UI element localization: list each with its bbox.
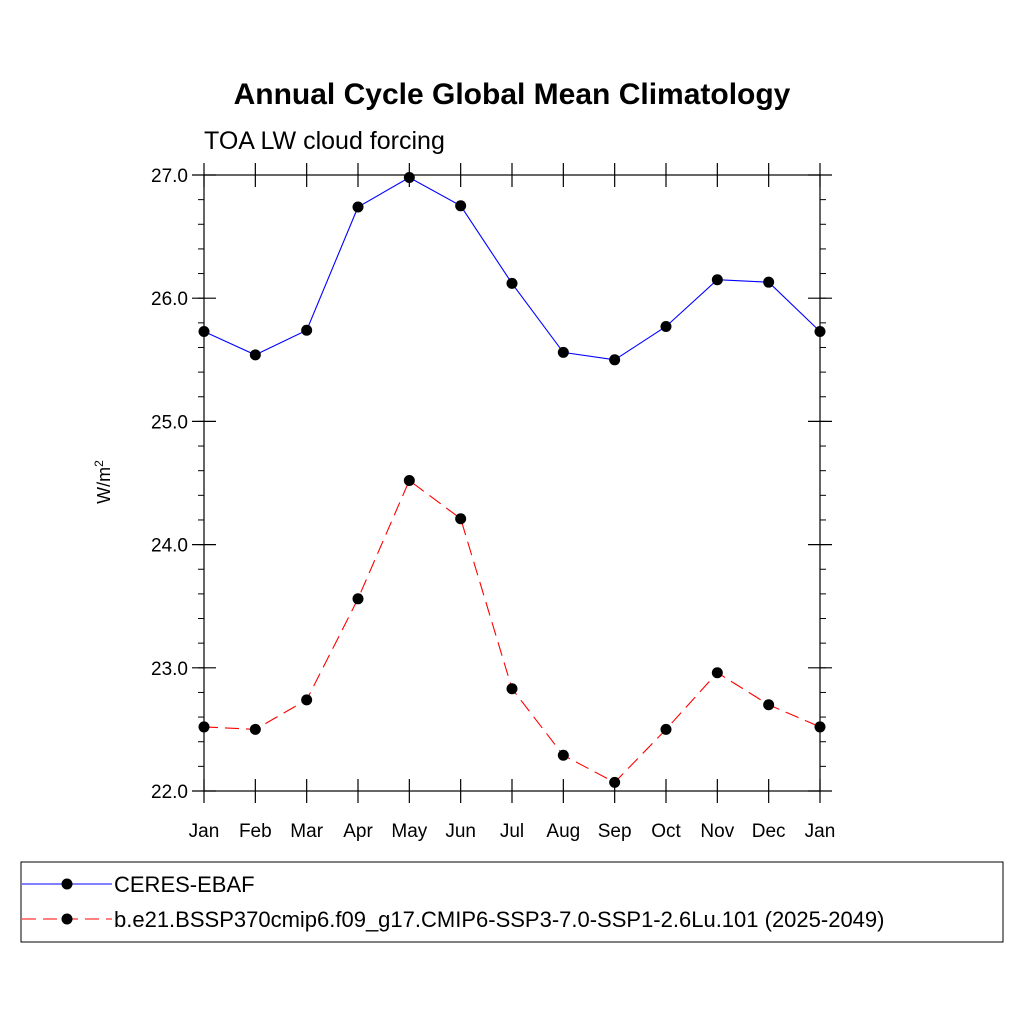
series-1-point	[249, 349, 261, 361]
series-2-point	[301, 694, 313, 706]
chart-subtitle: TOA LW cloud forcing	[204, 127, 445, 155]
series-2-point	[352, 593, 364, 605]
series-1-point	[352, 201, 364, 213]
x-tick-label: Nov	[700, 821, 734, 842]
series-1-point	[814, 325, 826, 337]
x-tick-label: Jun	[445, 821, 476, 842]
y-axis-title: W/m2	[92, 460, 114, 504]
series-2-point	[660, 723, 672, 735]
x-tick-label: Jul	[500, 821, 524, 842]
x-tick-label: Mar	[290, 821, 323, 842]
plot-frame	[203, 174, 821, 792]
legend-label-2: b.e21.BSSP370cmip6.f09_g17.CMIP6-SSP3-7.…	[114, 907, 884, 932]
y-axis: 22.0 23.0 24.0 25.0 26.0 27.0	[151, 166, 832, 803]
series-1-point	[506, 277, 518, 289]
legend-marker-1	[61, 878, 73, 890]
x-tick-label: Oct	[651, 821, 681, 842]
x-axis: Jan Feb Mar Apr May Jun Jul Aug Sep Oct Nov Dec Jan	[189, 163, 836, 842]
series-1-point	[301, 324, 313, 336]
series-1-point	[198, 325, 210, 337]
y-tick-label: 24.0	[151, 536, 188, 557]
y-tick-label: 27.0	[151, 166, 188, 187]
series-1-point	[557, 346, 569, 358]
y-axis-title-superscript: 2	[92, 460, 106, 467]
legend-box	[20, 861, 1004, 943]
y-tick-label: 23.0	[151, 659, 188, 680]
series-2-point	[506, 683, 518, 695]
series-2-point	[609, 776, 621, 788]
x-tick-label: Jan	[189, 821, 220, 842]
y-tick-label: 26.0	[151, 289, 188, 310]
x-tick-label: Apr	[343, 821, 373, 842]
series-line-1	[203, 176, 821, 361]
series-1-point	[711, 274, 723, 286]
series-1-point	[455, 200, 467, 212]
series-2-point	[814, 721, 826, 733]
chart-title: Annual Cycle Global Mean Climatology	[234, 78, 791, 111]
series-2-point	[198, 721, 210, 733]
x-tick-label: Jan	[805, 821, 836, 842]
series-2-point	[455, 513, 467, 525]
x-tick-label: Aug	[546, 821, 580, 842]
x-tick-label: May	[391, 821, 427, 842]
series-layer	[198, 171, 826, 788]
legend-marker-2	[61, 913, 73, 925]
series-line-2	[203, 479, 821, 784]
y-axis-title-unit: W/m	[94, 467, 114, 504]
x-tick-label: Dec	[752, 821, 786, 842]
series-1-point	[403, 171, 415, 183]
series-2-point	[249, 723, 261, 735]
legend: CERES-EBAF b.e21.BSSP370cmip6.f09_g17.CMI…	[20, 861, 1004, 943]
plot-area-border	[203, 174, 821, 792]
legend-label-1: CERES-EBAF	[114, 872, 255, 897]
y-tick-label: 25.0	[151, 412, 188, 433]
series-2-point	[763, 699, 775, 711]
series-2-point	[557, 749, 569, 761]
minor-ticks	[198, 174, 826, 792]
series-1-point	[660, 321, 672, 333]
y-tick-label: 22.0	[151, 782, 188, 803]
series-2-point	[403, 475, 415, 487]
series-1-point	[763, 276, 775, 288]
x-tick-label: Sep	[598, 821, 632, 842]
series-2-point	[711, 667, 723, 679]
series-1-point	[609, 354, 621, 366]
x-tick-label: Feb	[239, 821, 272, 842]
